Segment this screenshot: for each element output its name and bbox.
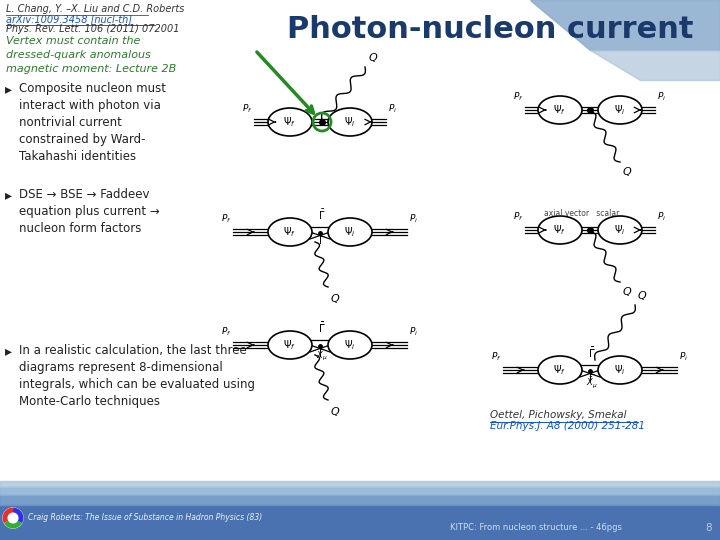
- Ellipse shape: [268, 108, 312, 136]
- Circle shape: [3, 508, 23, 528]
- Text: $P_i$: $P_i$: [657, 211, 666, 223]
- Ellipse shape: [598, 356, 642, 384]
- Text: Vertex must contain the
dressed-quark anomalous
magnetic moment: Lecture 2B: Vertex must contain the dressed-quark an…: [6, 36, 176, 74]
- Text: $P_f$: $P_f$: [513, 91, 523, 103]
- Polygon shape: [590, 50, 720, 80]
- Text: ▸: ▸: [5, 188, 12, 202]
- Polygon shape: [530, 0, 720, 50]
- Text: $\Psi_i$: $\Psi_i$: [344, 225, 356, 239]
- Text: $\Psi_i$: $\Psi_i$: [344, 115, 356, 129]
- Text: $\bar{\Gamma}$: $\bar{\Gamma}$: [318, 208, 325, 222]
- Ellipse shape: [598, 216, 642, 244]
- Text: $\bar{\Gamma}$: $\bar{\Gamma}$: [318, 321, 325, 335]
- Text: $\bar{\Gamma}$: $\bar{\Gamma}$: [588, 346, 595, 360]
- Text: axial vector   scalar: axial vector scalar: [544, 209, 620, 218]
- Text: Phys. Rev. Lett. 106 (2011) 072001: Phys. Rev. Lett. 106 (2011) 072001: [6, 24, 179, 34]
- Text: $\bar{X}_\mu$: $\bar{X}_\mu$: [586, 375, 598, 390]
- Text: 8: 8: [706, 523, 712, 533]
- Text: KITPC: From nucleon structure ... - 46pgs: KITPC: From nucleon structure ... - 46pg…: [450, 523, 622, 532]
- Text: $\Psi_f$: $\Psi_f$: [284, 115, 297, 129]
- Text: $P_i$: $P_i$: [679, 350, 688, 363]
- Text: L. Chang, Y. –X. Liu and C.D. Roberts: L. Chang, Y. –X. Liu and C.D. Roberts: [6, 4, 184, 14]
- Text: DSE → BSE → Faddeev
equation plus current →
nucleon form factors: DSE → BSE → Faddeev equation plus curren…: [19, 188, 160, 235]
- Text: ▸: ▸: [5, 344, 12, 358]
- Text: $\Psi_i$: $\Psi_i$: [614, 363, 626, 377]
- Text: Photon-nucleon current: Photon-nucleon current: [287, 16, 693, 44]
- Bar: [0, 495, 720, 505]
- Text: $P_f$: $P_f$: [490, 350, 501, 363]
- Text: $\Psi_i$: $\Psi_i$: [614, 223, 626, 237]
- Text: $Q$: $Q$: [368, 51, 378, 64]
- Text: $P_f$: $P_f$: [220, 326, 231, 338]
- Bar: [0, 505, 720, 540]
- Ellipse shape: [268, 218, 312, 246]
- Text: $\Psi_i$: $\Psi_i$: [614, 103, 626, 117]
- Ellipse shape: [268, 331, 312, 359]
- Ellipse shape: [538, 356, 582, 384]
- Text: $Q$: $Q$: [622, 165, 632, 178]
- Text: $Q$: $Q$: [330, 292, 341, 305]
- Text: Composite nucleon must
interact with photon via
nontrivial current
constrained b: Composite nucleon must interact with pho…: [19, 82, 166, 163]
- Text: $P_i$: $P_i$: [409, 213, 418, 225]
- Text: $\Psi_f$: $\Psi_f$: [554, 103, 567, 117]
- Ellipse shape: [328, 108, 372, 136]
- Bar: [0, 481, 720, 487]
- Text: arXiv:1009.3458 [nucl-th]: arXiv:1009.3458 [nucl-th]: [6, 14, 132, 24]
- Text: $P_i$: $P_i$: [409, 326, 418, 338]
- Text: $\Psi_f$: $\Psi_f$: [554, 223, 567, 237]
- Text: $\Psi_f$: $\Psi_f$: [554, 363, 567, 377]
- Text: $\Gamma$: $\Gamma$: [318, 234, 325, 246]
- Text: $Q$: $Q$: [637, 289, 647, 302]
- Ellipse shape: [538, 216, 582, 244]
- Ellipse shape: [538, 96, 582, 124]
- Text: $\bar{\Gamma}$: $\bar{\Gamma}$: [318, 321, 325, 335]
- Text: $P_f$: $P_f$: [241, 103, 252, 115]
- Text: $P_i$: $P_i$: [657, 91, 666, 103]
- Bar: [0, 487, 720, 495]
- Ellipse shape: [328, 331, 372, 359]
- Text: $P_i$: $P_i$: [388, 103, 397, 115]
- Text: $\Gamma$: $\Gamma$: [318, 347, 325, 359]
- Text: $Q$: $Q$: [330, 405, 341, 418]
- Ellipse shape: [328, 218, 372, 246]
- Text: In a realistic calculation, the last three
diagrams represent 8-dimensional
inte: In a realistic calculation, the last thr…: [19, 344, 255, 408]
- Text: $P_f$: $P_f$: [513, 211, 523, 223]
- Text: $X_\mu$: $X_\mu$: [316, 350, 328, 363]
- Text: Craig Roberts: The Issue of Substance in Hadron Physics (83): Craig Roberts: The Issue of Substance in…: [28, 514, 262, 523]
- Text: $\Psi_f$: $\Psi_f$: [284, 225, 297, 239]
- Text: $\Gamma$: $\Gamma$: [588, 372, 595, 384]
- Ellipse shape: [598, 96, 642, 124]
- Text: $P_f$: $P_f$: [220, 213, 231, 225]
- Text: $\Psi_f$: $\Psi_f$: [284, 338, 297, 352]
- Text: Oettel, Pichowsky, Smekal: Oettel, Pichowsky, Smekal: [490, 410, 626, 420]
- Text: ▸: ▸: [5, 82, 12, 96]
- Text: Eur.Phys.J. A8 (2000) 251-281: Eur.Phys.J. A8 (2000) 251-281: [490, 421, 645, 431]
- Text: $\bar{\Gamma}$: $\bar{\Gamma}$: [588, 346, 595, 360]
- Text: $Q$: $Q$: [622, 285, 632, 298]
- Text: $\Psi_i$: $\Psi_i$: [344, 338, 356, 352]
